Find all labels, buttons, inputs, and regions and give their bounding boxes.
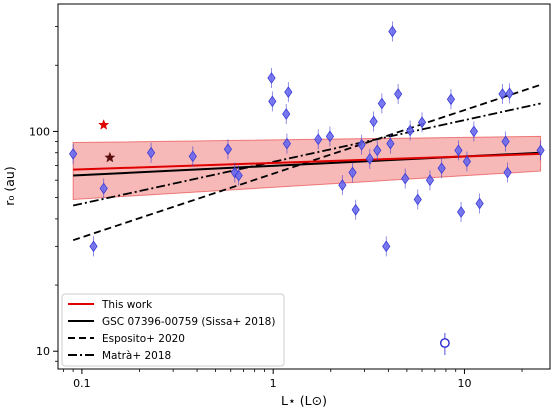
data-point: [406, 124, 415, 137]
upper-limit-point: [439, 338, 450, 348]
data-point: [223, 143, 233, 156]
data-point: [268, 95, 277, 108]
data-point: [69, 148, 78, 160]
data-point: [325, 130, 335, 143]
x-tick-label: 0.1: [73, 377, 91, 390]
data-point: [388, 25, 397, 38]
data-point: [377, 97, 386, 110]
data-point: [469, 125, 478, 138]
data-point: [454, 144, 463, 157]
data-point: [357, 138, 366, 151]
data-point: [365, 152, 374, 165]
data-point: [234, 169, 243, 182]
plot-frame: [57, 3, 551, 370]
data-point: [386, 137, 395, 150]
legend-label: Matrà+ 2018: [102, 350, 171, 362]
data-point: [267, 72, 276, 84]
data-point: [505, 87, 514, 100]
data-point: [373, 144, 382, 157]
data-point: [382, 240, 391, 253]
fit-line-4: [72, 102, 541, 207]
data-point: [401, 172, 410, 185]
data-point: [462, 155, 472, 168]
data-point: [498, 88, 507, 100]
y-axis-label: r₀ (au): [2, 166, 17, 205]
data-point: [413, 193, 422, 206]
fit-lines-layer: [72, 83, 541, 242]
x-tick-label: 10: [457, 377, 471, 390]
data-point: [338, 179, 347, 191]
data-point: [282, 137, 292, 150]
data-point: [369, 115, 378, 128]
data-point: [456, 206, 466, 218]
data-points-layer: [69, 21, 545, 355]
data-point: [503, 166, 512, 179]
legend-box: [61, 293, 285, 367]
data-point: [475, 197, 484, 210]
data-point: [446, 93, 456, 106]
legend-label: GSC 07396-00759 (Sissa+ 2018): [102, 316, 275, 328]
data-point: [351, 203, 360, 216]
star-point: [104, 151, 116, 163]
data-point: [425, 174, 435, 187]
data-point: [89, 240, 98, 253]
legend-label: Esposito+ 2020: [102, 333, 185, 345]
axes-layer: 0.1 1 10 10 100: [29, 26, 523, 390]
data-point: [314, 133, 323, 146]
y-tick-label: 100: [29, 125, 50, 138]
data-point: [394, 88, 403, 100]
data-point: [417, 116, 427, 129]
data-point: [188, 150, 197, 163]
data-point: [437, 162, 446, 175]
data-point: [348, 166, 357, 179]
data-point: [282, 108, 291, 120]
legend: This work GSC 07396-00759 (Sissa+ 2018) Es…: [61, 293, 285, 367]
star-point: [98, 119, 110, 130]
data-point: [536, 144, 545, 157]
x-axis-label: L⋆ (L⊙): [281, 393, 327, 408]
data-point: [284, 86, 293, 98]
data-point: [147, 146, 156, 159]
y-tick-label: 10: [36, 345, 50, 358]
data-point: [99, 182, 108, 195]
x-tick-label: 1: [270, 377, 277, 390]
fit-line-1: [73, 152, 541, 171]
data-point: [501, 135, 510, 148]
legend-label: This work: [101, 299, 153, 311]
